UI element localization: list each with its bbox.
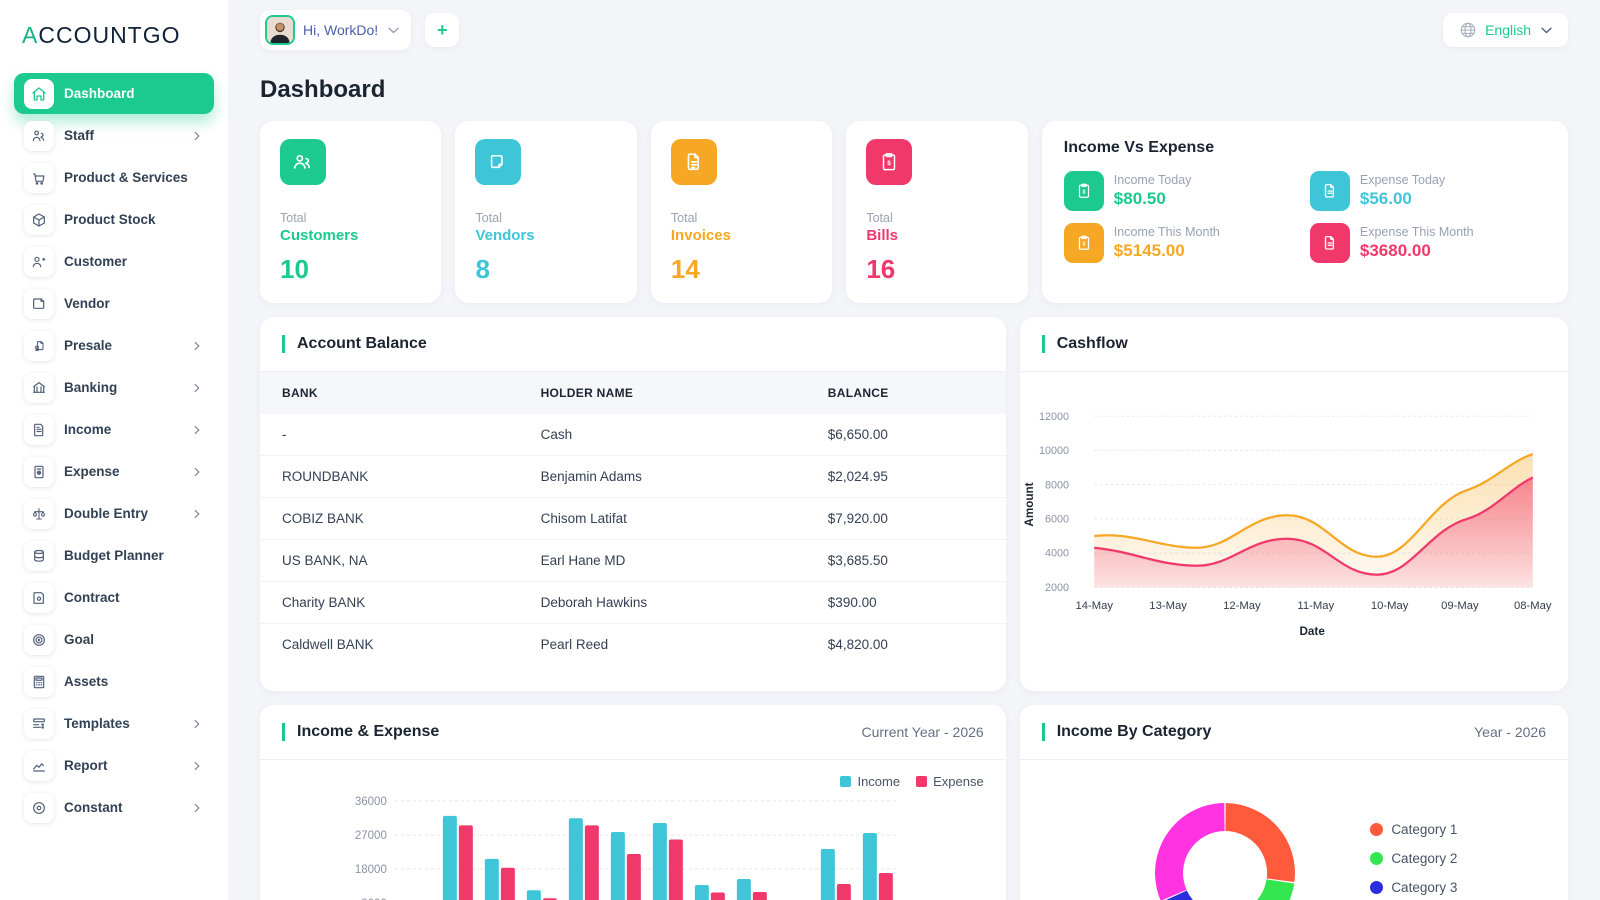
svg-text:12-May: 12-May xyxy=(1223,600,1261,612)
svg-text:$: $ xyxy=(888,160,892,167)
svg-text:27000: 27000 xyxy=(355,830,387,842)
svg-text:08-May: 08-May xyxy=(1514,600,1552,612)
svg-text:09-May: 09-May xyxy=(1441,600,1479,612)
svg-text:13-May: 13-May xyxy=(1149,600,1187,612)
svg-text:6000: 6000 xyxy=(1045,513,1069,525)
svg-text:36000: 36000 xyxy=(355,796,387,808)
svg-text:4000: 4000 xyxy=(1045,548,1069,560)
svg-text:8000: 8000 xyxy=(1045,479,1069,491)
svg-text:2000: 2000 xyxy=(1045,582,1069,594)
svg-text:10-May: 10-May xyxy=(1371,600,1409,612)
svg-text:$: $ xyxy=(1082,241,1085,247)
svg-text:14-May: 14-May xyxy=(1075,600,1113,612)
svg-text:11-May: 11-May xyxy=(1297,600,1334,612)
svg-text:18000: 18000 xyxy=(355,864,387,876)
svg-text:10000: 10000 xyxy=(1039,445,1069,457)
svg-text:Date: Date xyxy=(1299,625,1325,638)
svg-text:12000: 12000 xyxy=(1039,411,1069,423)
svg-text:Amount: Amount xyxy=(1023,482,1036,526)
svg-text:$: $ xyxy=(1082,189,1085,195)
